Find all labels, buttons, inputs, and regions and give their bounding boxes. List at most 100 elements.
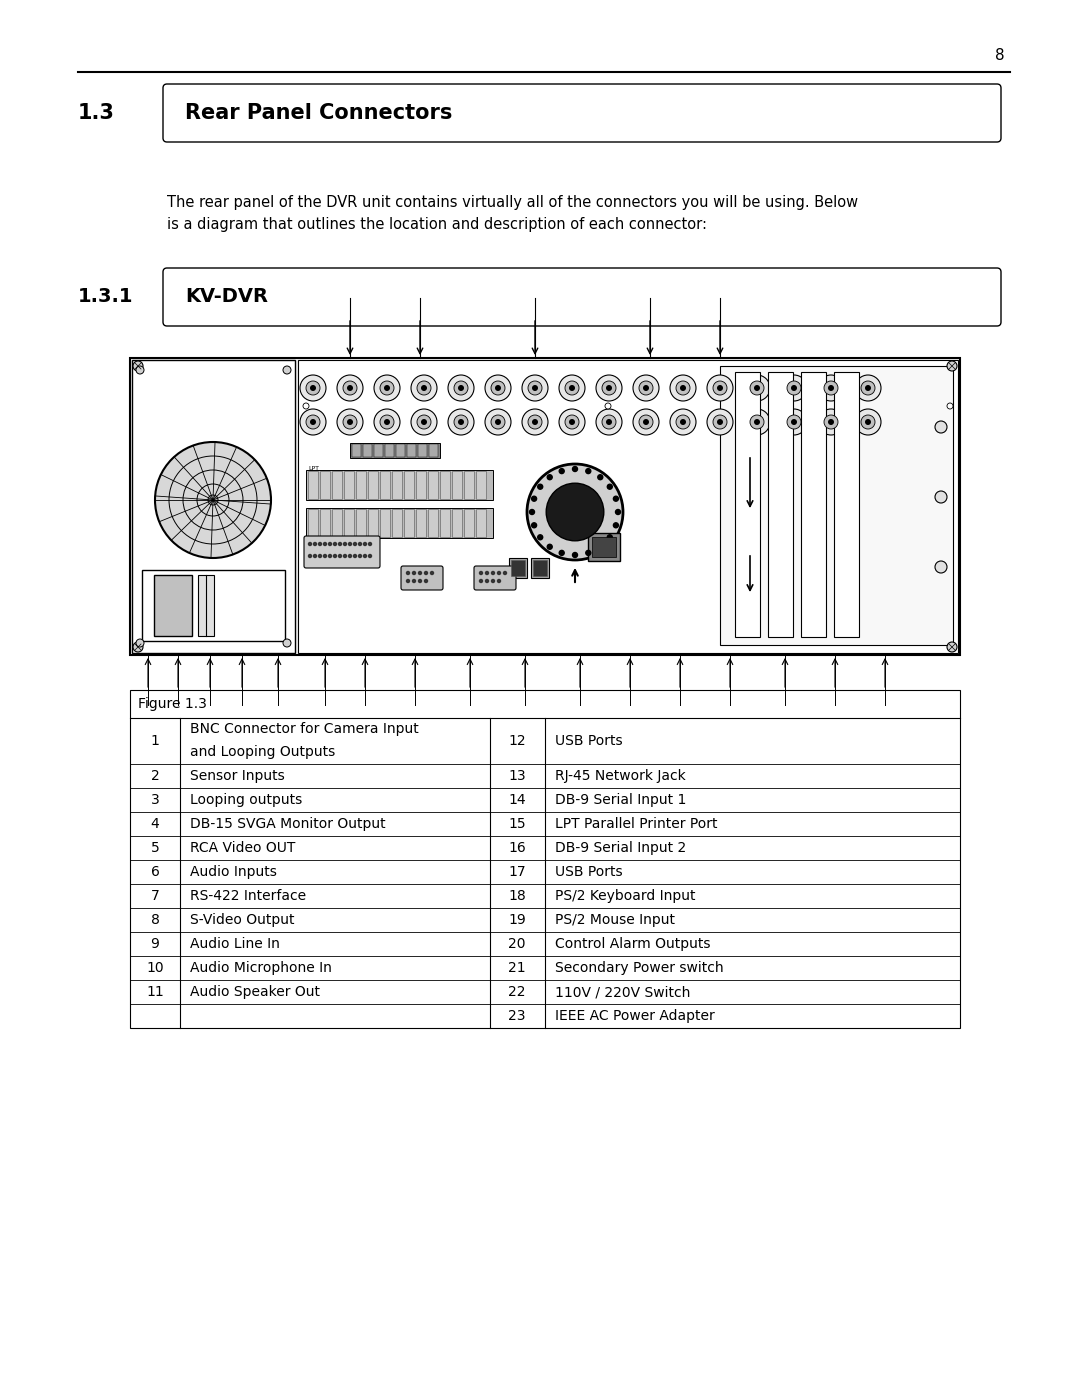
Bar: [453, 509, 462, 536]
Bar: [801, 372, 826, 637]
Circle shape: [676, 415, 690, 429]
Text: Audio Line In: Audio Line In: [190, 937, 280, 951]
Circle shape: [935, 490, 947, 503]
Text: RCA Video OUT: RCA Video OUT: [190, 841, 295, 855]
Circle shape: [824, 415, 838, 429]
Circle shape: [406, 571, 409, 574]
Text: USB Ports: USB Ports: [555, 733, 623, 747]
Circle shape: [454, 415, 468, 429]
Circle shape: [538, 485, 543, 489]
Circle shape: [491, 571, 495, 574]
Circle shape: [613, 522, 619, 528]
Circle shape: [605, 402, 611, 409]
Text: PS/2 Mouse Input: PS/2 Mouse Input: [555, 914, 675, 928]
Circle shape: [156, 441, 271, 557]
Circle shape: [421, 419, 427, 425]
Circle shape: [597, 475, 603, 479]
Circle shape: [639, 381, 653, 395]
Circle shape: [495, 419, 501, 425]
Circle shape: [585, 550, 591, 556]
Circle shape: [824, 381, 838, 395]
Circle shape: [559, 550, 564, 556]
Text: 1.3: 1.3: [78, 103, 114, 123]
Circle shape: [498, 571, 500, 574]
Circle shape: [596, 374, 622, 401]
Text: PS/2 Keyboard Input: PS/2 Keyboard Input: [555, 888, 696, 902]
Text: Figure 1.3: Figure 1.3: [138, 697, 207, 711]
Circle shape: [498, 580, 500, 583]
Circle shape: [319, 542, 322, 545]
Circle shape: [347, 419, 353, 425]
Text: 13: 13: [509, 768, 526, 782]
Circle shape: [353, 542, 356, 545]
Circle shape: [338, 542, 341, 545]
Circle shape: [861, 381, 875, 395]
Circle shape: [522, 374, 548, 401]
Bar: [320, 509, 330, 536]
Circle shape: [313, 555, 316, 557]
Text: The rear panel of the DVR unit contains virtually all of the connectors you will: The rear panel of the DVR unit contains …: [167, 196, 859, 210]
Circle shape: [486, 571, 488, 574]
Circle shape: [309, 555, 311, 557]
Circle shape: [569, 386, 575, 391]
Circle shape: [559, 409, 585, 434]
Bar: [588, 534, 620, 562]
Text: 1.3.1: 1.3.1: [78, 288, 134, 306]
Text: Audio Microphone In: Audio Microphone In: [190, 961, 332, 975]
Text: 14: 14: [509, 793, 526, 807]
Bar: [440, 471, 450, 499]
Circle shape: [818, 409, 843, 434]
Bar: [132, 360, 295, 652]
Text: 7: 7: [150, 888, 160, 902]
Bar: [345, 471, 354, 499]
Circle shape: [424, 571, 428, 574]
FancyBboxPatch shape: [474, 566, 516, 590]
Circle shape: [319, 555, 322, 557]
Text: Rear Panel Connectors: Rear Panel Connectors: [185, 103, 453, 123]
Text: 18: 18: [508, 888, 526, 902]
Circle shape: [309, 542, 311, 545]
Circle shape: [349, 542, 351, 545]
Bar: [720, 366, 953, 645]
Circle shape: [300, 409, 326, 434]
Text: IEEE AC Power Adapter: IEEE AC Power Adapter: [555, 1009, 715, 1023]
Text: is a diagram that outlines the location and description of each connector:: is a diagram that outlines the location …: [167, 217, 707, 232]
Bar: [384, 444, 394, 457]
Circle shape: [133, 643, 143, 652]
Bar: [464, 471, 474, 499]
Circle shape: [935, 420, 947, 433]
Circle shape: [413, 580, 416, 583]
Circle shape: [368, 542, 372, 545]
Circle shape: [424, 580, 428, 583]
Bar: [404, 471, 414, 499]
Circle shape: [713, 381, 727, 395]
Circle shape: [606, 386, 612, 391]
Bar: [368, 471, 378, 499]
Bar: [592, 536, 616, 557]
Circle shape: [791, 386, 797, 391]
Circle shape: [310, 386, 316, 391]
Circle shape: [421, 386, 427, 391]
Circle shape: [419, 571, 421, 574]
Circle shape: [680, 386, 686, 391]
Bar: [392, 471, 402, 499]
Bar: [511, 560, 525, 576]
Circle shape: [781, 374, 807, 401]
Bar: [374, 444, 383, 457]
Circle shape: [787, 415, 801, 429]
Bar: [476, 509, 486, 536]
Circle shape: [643, 419, 649, 425]
Circle shape: [707, 374, 733, 401]
Bar: [306, 469, 492, 500]
Circle shape: [670, 374, 696, 401]
Bar: [380, 509, 390, 536]
Circle shape: [565, 381, 579, 395]
Text: USB Ports: USB Ports: [555, 865, 623, 879]
Circle shape: [454, 381, 468, 395]
Bar: [428, 471, 438, 499]
Circle shape: [538, 535, 543, 539]
Circle shape: [431, 571, 433, 574]
Circle shape: [353, 555, 356, 557]
Circle shape: [548, 475, 552, 479]
Circle shape: [343, 381, 357, 395]
